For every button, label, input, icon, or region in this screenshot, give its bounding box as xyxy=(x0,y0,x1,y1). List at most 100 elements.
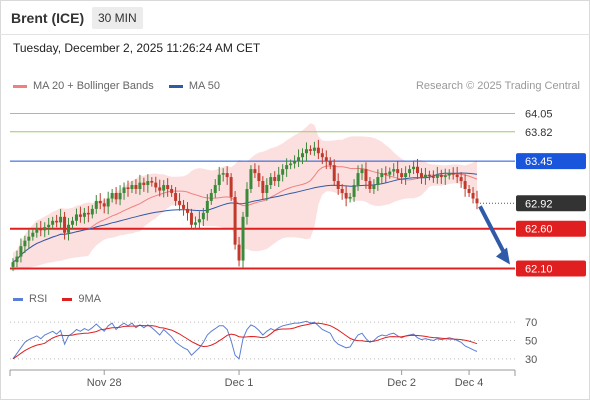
candle-body xyxy=(412,166,416,170)
candle-body xyxy=(178,200,182,205)
candle-body xyxy=(31,232,35,237)
candle-body xyxy=(27,236,31,241)
candle-body xyxy=(269,177,273,186)
candle-body xyxy=(126,187,130,189)
candle-body xyxy=(150,181,154,183)
level-label-63-45: 63.45 xyxy=(525,156,553,168)
candle-body xyxy=(225,173,229,178)
price-legend: MA 20 + Bollinger Bands MA 50 xyxy=(13,80,232,92)
rsi-tick-30: 30 xyxy=(525,354,537,366)
candle-body xyxy=(396,169,400,174)
ma20-line xyxy=(12,165,478,263)
level-tag-bg xyxy=(516,260,586,277)
credit-text: Research © 2025 Trading Central xyxy=(415,80,580,92)
level-tag-62-92: 62.92 xyxy=(516,195,586,212)
candle-body xyxy=(289,163,293,166)
candle-body xyxy=(118,192,122,200)
candle-body xyxy=(316,147,320,154)
candle-body xyxy=(320,153,324,158)
rsi-legend: RSI 9MA xyxy=(13,293,113,305)
level-tag-bg xyxy=(516,153,586,170)
candle-body xyxy=(193,222,197,225)
candle-body xyxy=(142,182,146,186)
candle-body xyxy=(297,157,301,162)
candle-body xyxy=(90,208,94,215)
candle-body xyxy=(249,169,253,189)
rsi-tick-70: 70 xyxy=(525,317,537,329)
level-label-63-82: 63.82 xyxy=(525,127,553,139)
candle-body xyxy=(443,175,447,178)
candle-body xyxy=(162,185,166,191)
candle-body xyxy=(427,174,431,177)
bollinger-band-area xyxy=(13,123,477,272)
candle-body xyxy=(86,212,90,215)
candle-body xyxy=(308,149,312,151)
candle-body xyxy=(273,177,277,182)
candle-body xyxy=(39,228,43,231)
candle-body xyxy=(431,176,435,178)
candle-body xyxy=(245,189,249,217)
candle-body xyxy=(209,192,213,201)
candle-body xyxy=(43,227,47,231)
legend-label-rsi: RSI xyxy=(29,293,48,305)
candle-body xyxy=(475,198,479,204)
candle-body xyxy=(419,173,423,178)
level-tag-62-60: 62.60 xyxy=(516,220,586,237)
candle-body xyxy=(312,147,316,151)
candle-body xyxy=(197,219,201,223)
candle-body xyxy=(201,212,205,220)
candle-body xyxy=(281,169,285,175)
legend-label-9ma: 9MA xyxy=(78,293,102,305)
candle-body xyxy=(106,198,110,207)
candle-body xyxy=(423,174,427,178)
level-label-62-92: 62.92 xyxy=(525,198,553,210)
candle-body xyxy=(352,185,356,197)
level-tag-bg xyxy=(516,220,586,237)
candle-body xyxy=(70,220,74,225)
candle-body xyxy=(229,177,233,197)
candle-body xyxy=(471,192,475,199)
legend-item-9ma: 9MA xyxy=(62,293,101,305)
candle-body xyxy=(356,173,360,186)
candle-body xyxy=(336,181,340,189)
candle-body xyxy=(467,189,471,193)
level-tag-63-45: 63.45 xyxy=(516,153,586,170)
candle-body xyxy=(435,174,439,178)
candle-body xyxy=(439,174,443,178)
x-tick-label: Dec 4 xyxy=(455,377,484,389)
candle-body xyxy=(182,204,186,209)
candle-body xyxy=(455,174,459,178)
candle-body xyxy=(213,185,217,193)
candle-body xyxy=(340,189,344,193)
candle-body xyxy=(134,185,138,189)
timeframe-badge[interactable]: 30 MIN xyxy=(92,7,143,29)
candle-body xyxy=(146,181,150,186)
candle-body xyxy=(380,173,384,178)
timestamp: Tuesday, December 2, 2025 11:26:24 AM CE… xyxy=(13,41,261,55)
candle-body xyxy=(451,173,455,175)
x-tick-label: Nov 28 xyxy=(87,377,122,389)
candle-body xyxy=(23,240,27,247)
candle-body xyxy=(384,173,388,175)
candle-body xyxy=(304,149,308,154)
legend-item-ma20: MA 20 + Bollinger Bands xyxy=(13,80,154,92)
rsi-9ma-line xyxy=(12,322,478,360)
candle-body xyxy=(174,192,178,201)
candle-body xyxy=(372,185,376,189)
candle-body xyxy=(15,256,19,263)
candle-body xyxy=(82,212,86,217)
candle-body xyxy=(241,216,245,261)
x-tick-label: Dec 1 xyxy=(225,377,254,389)
candle-body xyxy=(285,165,289,170)
candle-body xyxy=(102,203,106,207)
candle-body xyxy=(78,214,82,217)
candle-body xyxy=(459,177,463,182)
candle-body xyxy=(94,200,98,209)
candle-body xyxy=(98,200,102,204)
legend-label-ma20: MA 20 + Bollinger Bands xyxy=(33,80,154,92)
level-label-64-05: 64.05 xyxy=(525,108,553,120)
candle-body xyxy=(368,181,372,189)
rsi-swatch xyxy=(13,297,23,301)
candle-body xyxy=(388,171,392,175)
